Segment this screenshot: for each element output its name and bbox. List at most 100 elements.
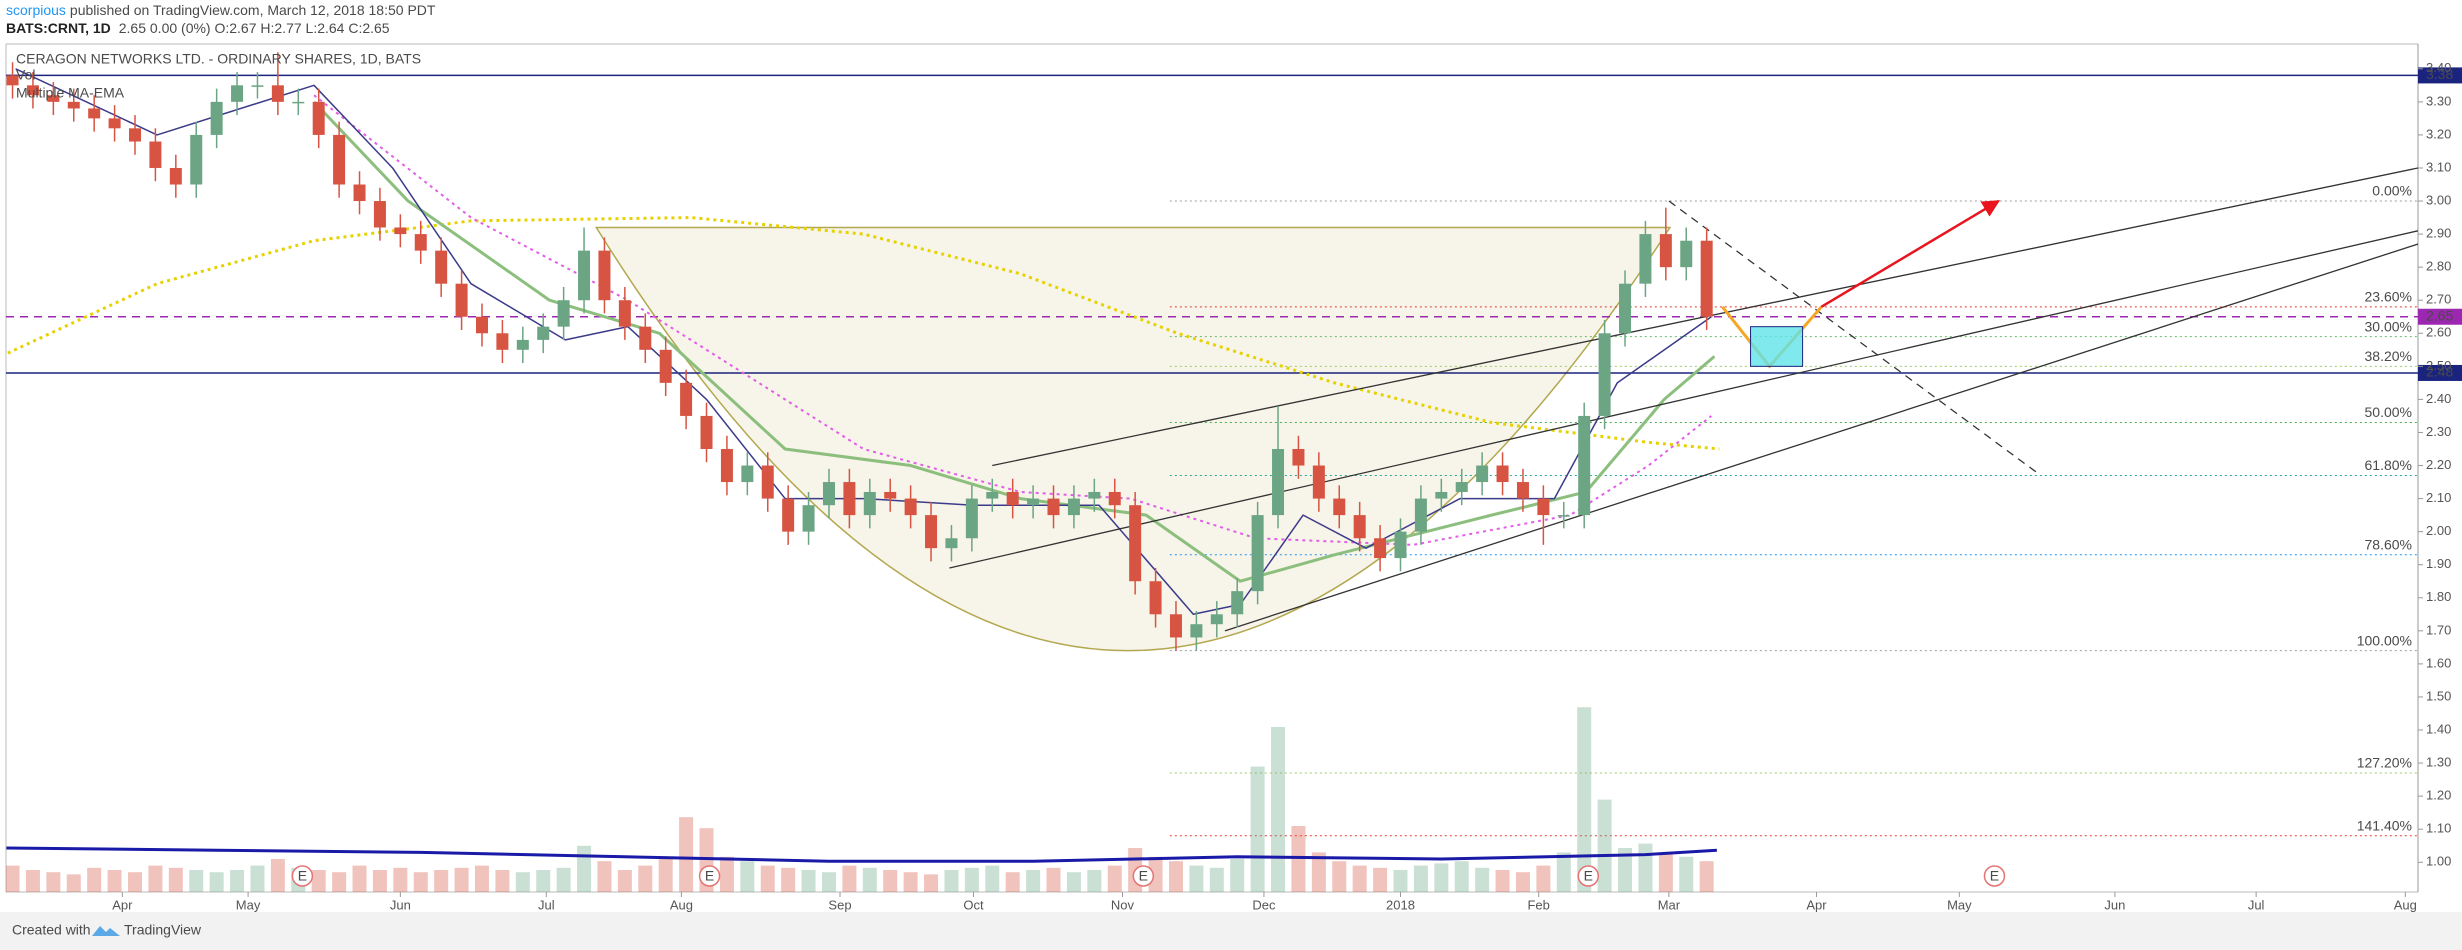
volume-bar [1618,848,1633,892]
candle-body [169,167,182,185]
candle-body [1557,515,1570,517]
candle-body [496,333,509,350]
candle-body [1496,465,1509,483]
candle-body [618,300,631,327]
volume-bar [66,874,81,892]
volume-bar [1332,861,1347,892]
volume-bar [740,861,755,892]
candle-body [210,101,223,135]
footer-brand[interactable]: TradingView [124,922,202,938]
candle-body [333,134,346,185]
candle-body [1190,624,1203,638]
candle-body [700,415,713,449]
candle-body [782,498,795,532]
volume-bar [597,861,612,892]
y-tick-label: 1.50 [2426,688,2451,703]
volume-bar [1352,865,1367,892]
volume-ma [6,846,1717,863]
volume-bar [842,865,857,892]
x-tick-label: Mar [1658,897,1681,912]
x-tick-label: Aug [670,897,693,912]
candle-body [292,101,305,104]
candle-body [1700,240,1713,317]
candle-body [1435,491,1448,499]
cup-pattern [594,226,1672,652]
volume-bar [964,867,979,892]
candle-body [822,482,835,506]
fib-label: 127.20% [2357,755,2412,771]
candle-body [761,465,774,499]
y-tick-label: 2.50 [2426,358,2451,373]
plot [6,52,2418,892]
y-tick-label: 1.40 [2426,721,2451,736]
candle-body [271,85,284,102]
y-tick-label: 3.00 [2426,192,2451,207]
candle-body [1047,498,1060,516]
candle-body [945,538,958,549]
volume-bar [1046,867,1061,892]
volume-bar [781,867,796,892]
volume-bar [1209,867,1224,892]
candle-body [1108,491,1121,506]
overlay: 0.00% 23.60% 30.00% 38.20% 50.00% 61.80% 78.60… [291,66,2462,887]
candle-body [578,250,591,301]
volume-bar [332,872,347,892]
fib-label: 38.20% [2365,348,2412,364]
candle-body [802,505,815,532]
candle-body [67,101,80,109]
candle-body [373,201,386,228]
legend-indicator: Multiple MA-EMA [16,85,125,101]
candle-body [1680,240,1693,268]
volume-bar [393,867,408,892]
volume-bar [6,865,20,892]
volume-bar [1658,852,1673,892]
volume-bar [1250,766,1265,892]
moving-average [15,68,1712,616]
candle-body [1210,614,1223,625]
quote: 2.65 0.00 (0%) O:2.67 H:2.77 L:2.64 C:2.… [119,20,390,36]
candle-body [1659,234,1672,268]
y-tick-label: 2.60 [2426,325,2451,340]
x-tick-label: Jul [2248,897,2265,912]
y-tick-label: 3.20 [2426,126,2451,141]
x-tick-label: Jul [538,897,555,912]
trend-line [1224,243,2418,632]
y-tick-label: 2.10 [2426,490,2451,505]
candle-body [6,75,19,86]
candle-body [863,491,876,516]
candle-body [231,85,244,102]
x-tick-label: Oct [963,897,984,912]
candle-body [1149,581,1162,615]
y-tick-label: 1.10 [2426,821,2451,836]
candle-body [1394,531,1407,559]
published: published on TradingView.com, March 12, … [70,2,436,18]
candle-body [925,515,938,549]
candle-body [1312,465,1325,499]
brand-logo [92,926,120,936]
volume-bar [46,872,61,892]
y-tick-label: 1.30 [2426,755,2451,770]
volume-bar [1515,872,1530,892]
candle-body [414,234,427,251]
candle-body [1333,498,1346,516]
volume-bar [270,859,285,892]
volume-bar [638,865,653,892]
x-tick-label: Sep [828,897,851,912]
candle-body [435,250,448,284]
event-marker [1577,865,1600,887]
candle-body [88,108,101,119]
volume-bar [679,817,694,892]
candle-body [1006,491,1019,506]
candle-body [251,85,264,87]
fib-label: 50.00% [2365,404,2412,420]
author[interactable]: scorpious [6,2,66,18]
moving-average [7,216,1720,451]
candle-body [475,316,488,334]
candle-body [1414,498,1427,532]
candle-body [1578,415,1591,516]
volume-bar [311,870,326,892]
fib-label: 23.60% [2365,289,2412,305]
volume-bar [577,845,592,892]
